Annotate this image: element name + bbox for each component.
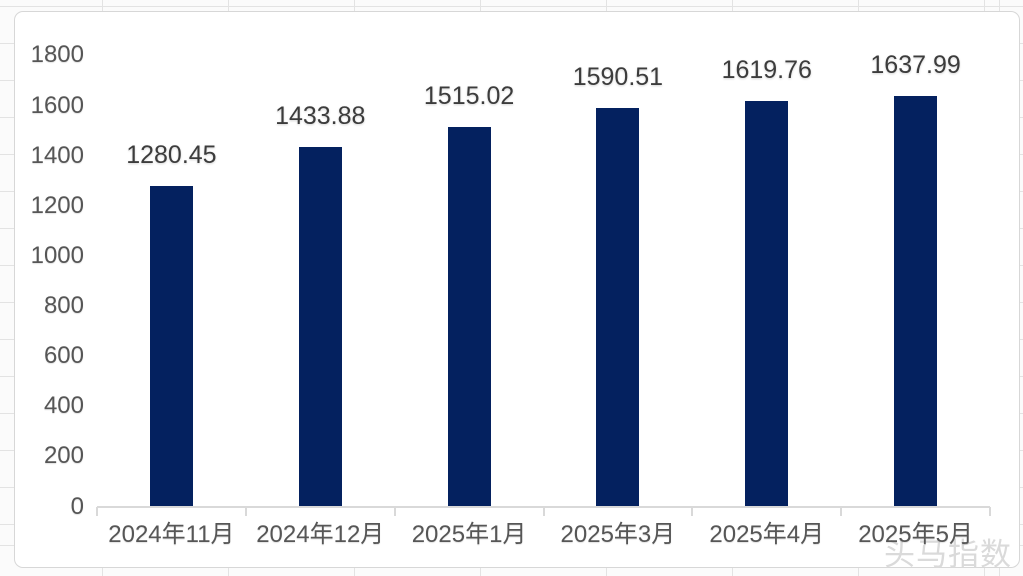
chart-panel[interactable]	[14, 11, 1020, 568]
